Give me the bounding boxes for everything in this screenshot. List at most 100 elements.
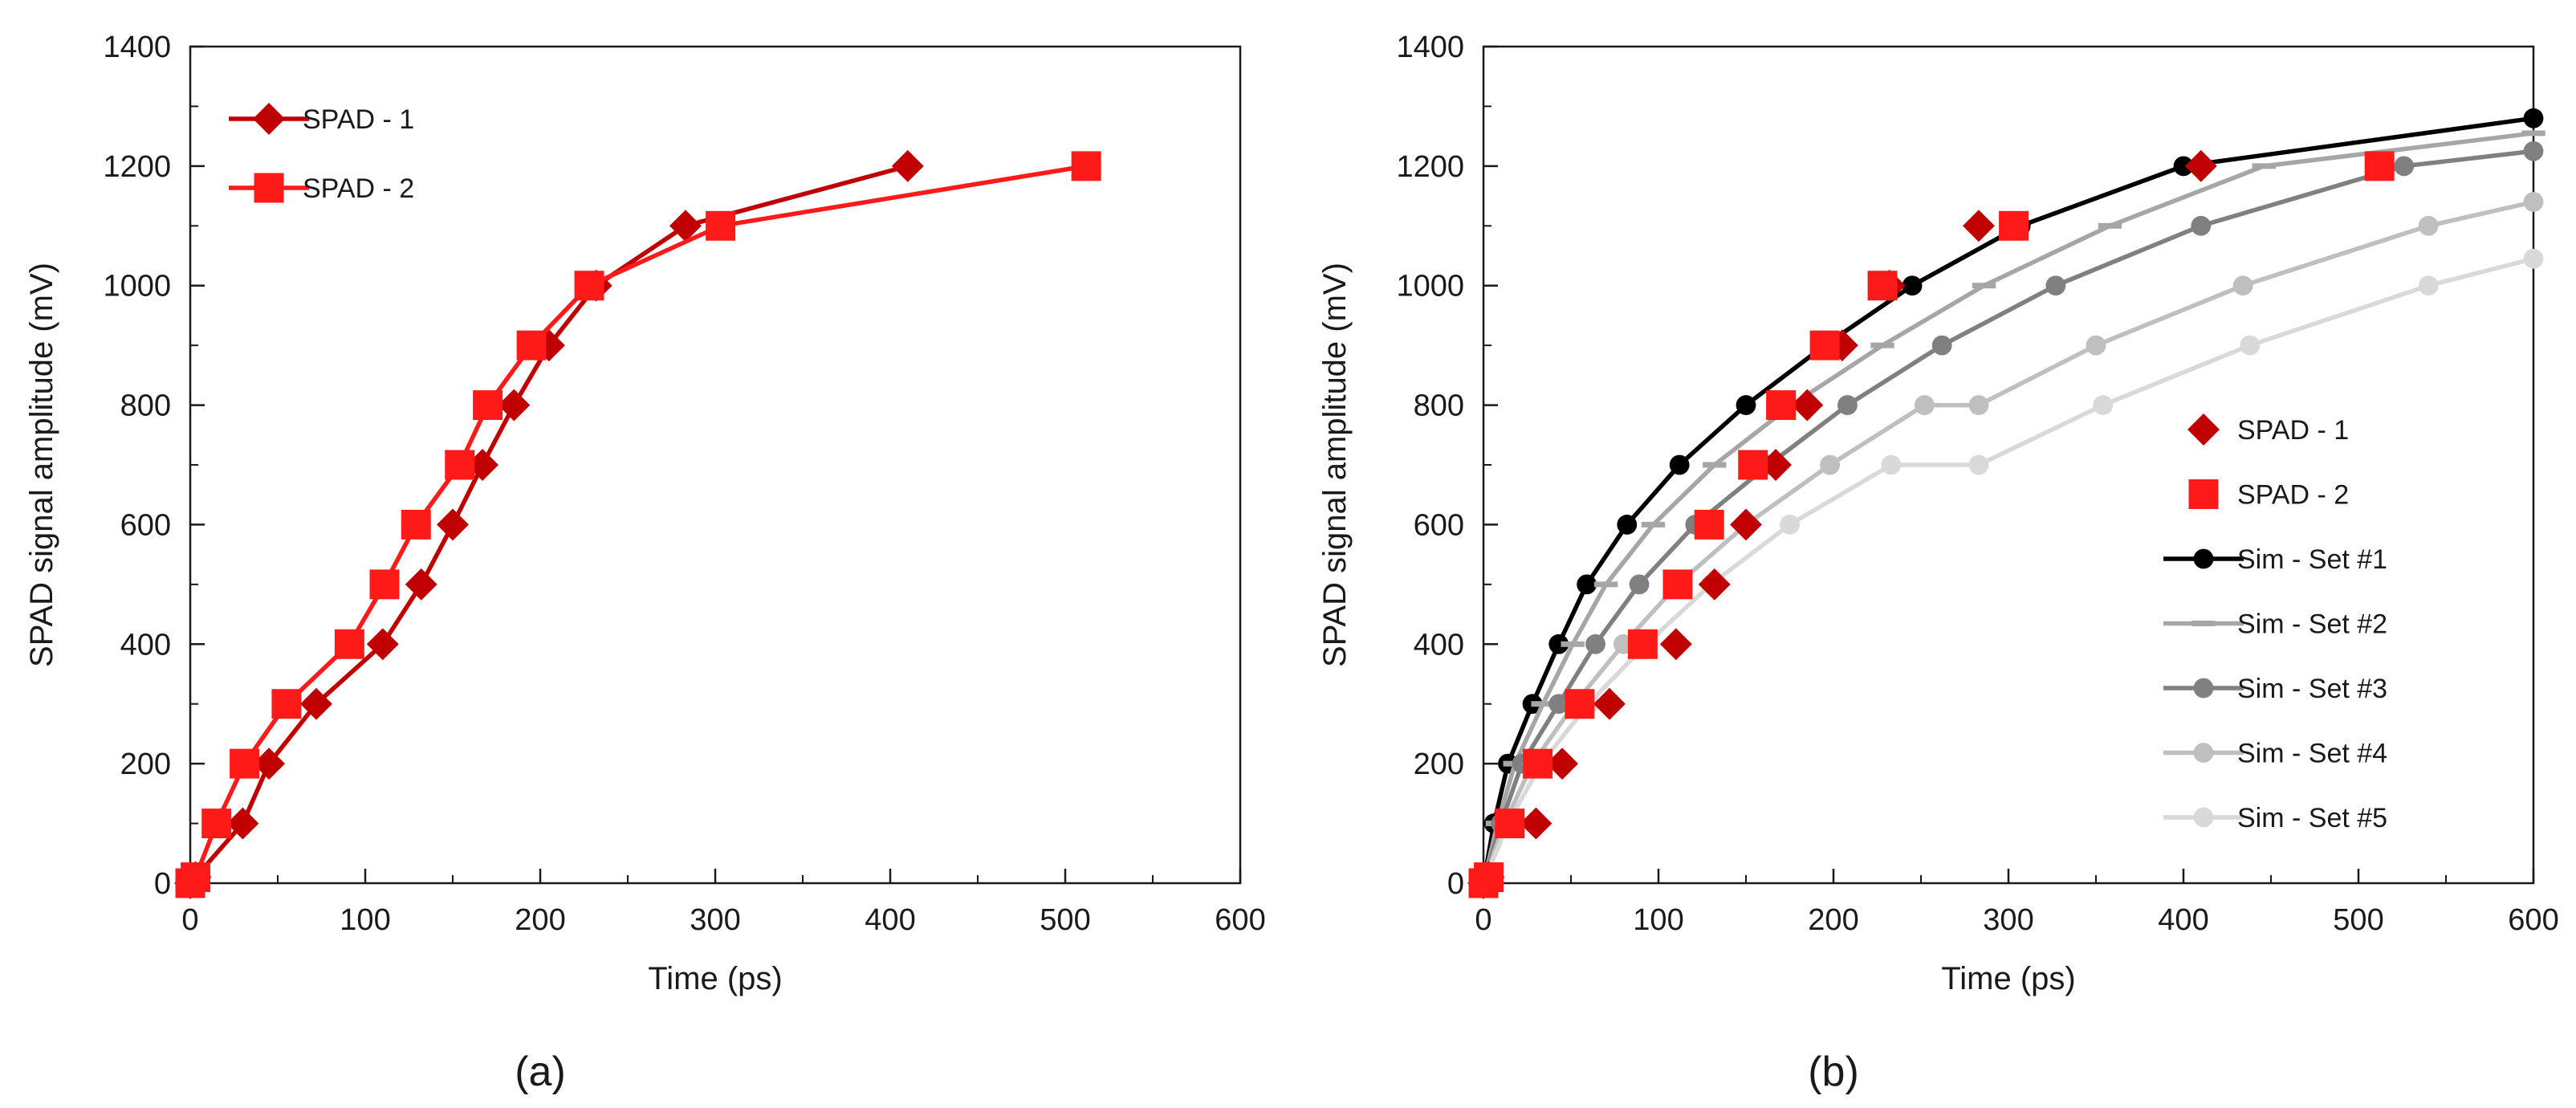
y-tick-label: 200 xyxy=(120,747,171,781)
series-line xyxy=(188,164,909,885)
series-line xyxy=(1481,131,2534,884)
data-point xyxy=(669,210,702,242)
data-point xyxy=(2191,215,2212,236)
data-point xyxy=(401,509,431,540)
y-tick-label: 1400 xyxy=(1396,31,1464,64)
data-point xyxy=(1698,568,1731,601)
data-point xyxy=(1548,633,1569,654)
data-point xyxy=(2232,275,2253,296)
chart-panel-a: 0 100 200 300 400 500 600 0 200 400 600 800 1000 1200… xyxy=(24,31,1266,1095)
legend-label: Sim - Set #4 xyxy=(2237,739,2387,769)
series-spad-2 xyxy=(1468,151,2395,898)
data-point xyxy=(2173,156,2194,177)
data-point xyxy=(1738,450,1768,480)
y-tick-label: 0 xyxy=(154,867,171,901)
data-point xyxy=(498,389,531,422)
data-point xyxy=(445,450,475,480)
series-line xyxy=(188,164,1087,885)
data-point xyxy=(1585,633,1605,654)
x-tick-label: 600 xyxy=(2508,903,2558,937)
data-point xyxy=(1659,628,1692,661)
y-tick-label: 1400 xyxy=(103,31,171,64)
legend-marker xyxy=(2193,743,2214,763)
data-point xyxy=(201,809,232,839)
legend-marker xyxy=(253,103,285,135)
data-point xyxy=(574,271,604,301)
legend-label: Sim - Set #3 xyxy=(2237,674,2387,704)
data-point xyxy=(1870,342,1894,348)
data-point xyxy=(2523,108,2544,128)
data-point xyxy=(1627,629,1658,659)
data-point xyxy=(1548,694,1569,715)
data-point xyxy=(516,330,547,361)
data-point xyxy=(1791,389,1824,422)
data-point xyxy=(1495,809,1525,839)
x-axis-title: Time (ps) xyxy=(648,961,782,996)
legend-label: SPAD - 1 xyxy=(2237,415,2349,446)
data-point xyxy=(2098,222,2122,229)
x-tick-label: 500 xyxy=(2333,903,2383,937)
y-tick-label: 800 xyxy=(120,389,171,423)
data-point xyxy=(405,568,437,601)
legend-item: SPAD - 2 xyxy=(229,173,414,204)
data-point xyxy=(1760,449,1793,481)
data-point xyxy=(1962,210,1995,242)
legend-label: Sim - Set #2 xyxy=(2237,609,2387,640)
series-sim-set-2 xyxy=(1471,130,2545,886)
panel-label: (a) xyxy=(515,1049,566,1095)
data-point xyxy=(369,569,400,600)
data-point xyxy=(2418,215,2439,236)
legend-item: Sim - Set #5 xyxy=(2163,803,2387,833)
data-point xyxy=(2184,149,2217,182)
legend-item: Sim - Set #4 xyxy=(2163,739,2387,769)
x-axis-title: Time (ps) xyxy=(1941,961,2075,996)
legend-item: SPAD - 1 xyxy=(229,103,414,135)
y-tick-label: 400 xyxy=(1414,628,1464,662)
data-point xyxy=(181,862,211,893)
data-point xyxy=(226,807,259,840)
data-point xyxy=(1641,521,1666,528)
data-point xyxy=(1546,747,1579,780)
legend-marker xyxy=(2193,548,2214,569)
x-tick-label: 100 xyxy=(1633,903,1683,937)
legend-item: Sim - Set #2 xyxy=(2163,609,2387,640)
data-point xyxy=(1531,701,1555,707)
x-tick-label: 0 xyxy=(181,903,198,937)
y-tick-label: 600 xyxy=(1414,508,1464,542)
legend: SPAD - 1 SPAD - 2 xyxy=(229,103,414,204)
legend-label: Sim - Set #1 xyxy=(2237,544,2387,575)
data-point xyxy=(2418,275,2439,296)
legend-label: Sim - Set #5 xyxy=(2237,803,2387,833)
data-point xyxy=(1820,454,1841,475)
legend-label: SPAD - 2 xyxy=(303,173,414,204)
data-point xyxy=(1902,275,1923,296)
data-point xyxy=(366,628,399,661)
data-point xyxy=(1593,687,1626,720)
data-point xyxy=(1617,515,1638,535)
data-point xyxy=(706,210,736,241)
data-point xyxy=(1730,508,1762,541)
data-point xyxy=(230,748,260,779)
data-point xyxy=(1914,395,1935,415)
data-point xyxy=(2523,248,2544,269)
x-tick-label: 500 xyxy=(1040,903,1090,937)
panel-label: (b) xyxy=(1808,1049,1859,1095)
data-point xyxy=(1766,390,1797,421)
legend-marker xyxy=(2188,479,2219,509)
y-tick-label: 800 xyxy=(1414,389,1464,423)
legend-item: Sim - Set #3 xyxy=(2163,674,2387,704)
data-point xyxy=(2394,156,2415,177)
data-point xyxy=(1629,574,1650,595)
y-tick-label: 600 xyxy=(120,508,171,542)
data-point xyxy=(1999,210,2029,241)
data-point xyxy=(2093,395,2114,415)
x-tick-label: 600 xyxy=(1215,903,1265,937)
data-point xyxy=(1520,807,1553,840)
legend-label: SPAD - 1 xyxy=(303,104,414,135)
series-sim-set-4 xyxy=(1473,192,2544,894)
data-point xyxy=(1474,862,1504,893)
legend-marker xyxy=(2193,678,2214,699)
data-point xyxy=(1968,454,1989,475)
data-point xyxy=(1523,748,1553,779)
